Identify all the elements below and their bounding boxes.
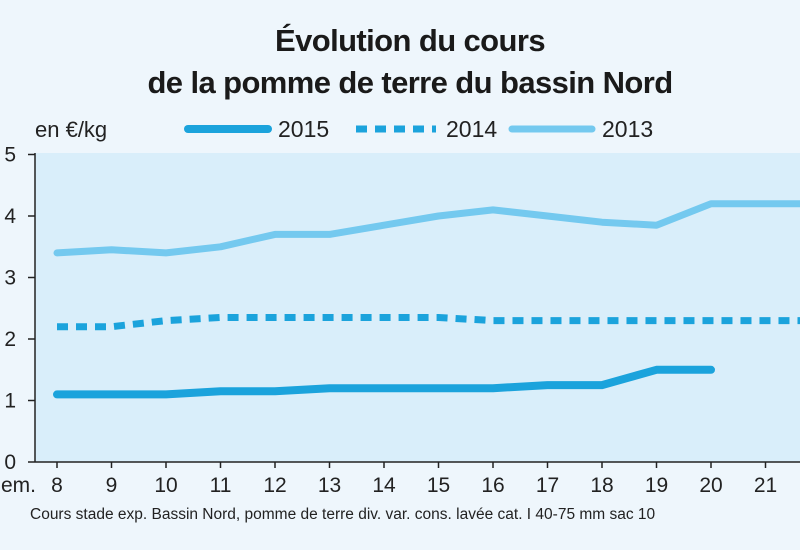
x-tick-label-19: 19	[645, 474, 668, 497]
legend-label-2015: 2015	[278, 116, 329, 142]
source-note: Cours stade exp. Bassin Nord, pomme de t…	[30, 506, 656, 523]
tick-layer: 012345891011121314151617181920212Sem.	[0, 144, 777, 498]
y-tick-label-1: 1	[4, 390, 16, 413]
x-tick-label-20: 20	[699, 474, 722, 497]
legend: 2015 2014 2013	[184, 116, 653, 142]
x-tick-label-16: 16	[481, 474, 504, 497]
y-tick-label-2: 2	[4, 328, 16, 351]
y-tick-label-4: 4	[4, 205, 16, 228]
x-axis-prefix-label: Sem.	[0, 474, 36, 497]
x-tick-label-17: 17	[536, 474, 559, 497]
title-line-2: de la pomme de terre du bassin Nord	[147, 65, 673, 100]
x-tick-label-9: 9	[106, 474, 118, 497]
plot-area	[35, 153, 800, 462]
series-2013-line	[53, 200, 800, 257]
x-tick-label-11: 11	[210, 474, 232, 497]
title-line-1: Évolution du cours	[275, 23, 546, 58]
x-tick-label-21: 21	[754, 474, 777, 497]
x-tick-label-15: 15	[427, 474, 450, 497]
y-axis-unit-label: en €/kg	[35, 117, 107, 142]
axis-layer	[34, 153, 800, 463]
legend-label-2014: 2014	[446, 116, 497, 142]
y-tick-label-3: 3	[4, 267, 16, 290]
series-2014-line	[57, 314, 800, 331]
x-tick-label-13: 13	[318, 474, 341, 497]
x-tick-label-14: 14	[372, 474, 396, 497]
legend-label-2013: 2013	[602, 116, 653, 142]
x-tick-label-10: 10	[154, 474, 177, 497]
y-tick-label-5: 5	[4, 144, 16, 167]
x-tick-label-18: 18	[590, 474, 613, 497]
y-tick-label-0: 0	[4, 451, 16, 474]
series-2015-line	[53, 365, 715, 399]
chart-title: Évolution du cours de la pomme de terre …	[0, 20, 800, 104]
x-tick-label-8: 8	[51, 474, 63, 497]
series-layer	[53, 200, 800, 399]
x-tick-label-12: 12	[263, 474, 286, 497]
